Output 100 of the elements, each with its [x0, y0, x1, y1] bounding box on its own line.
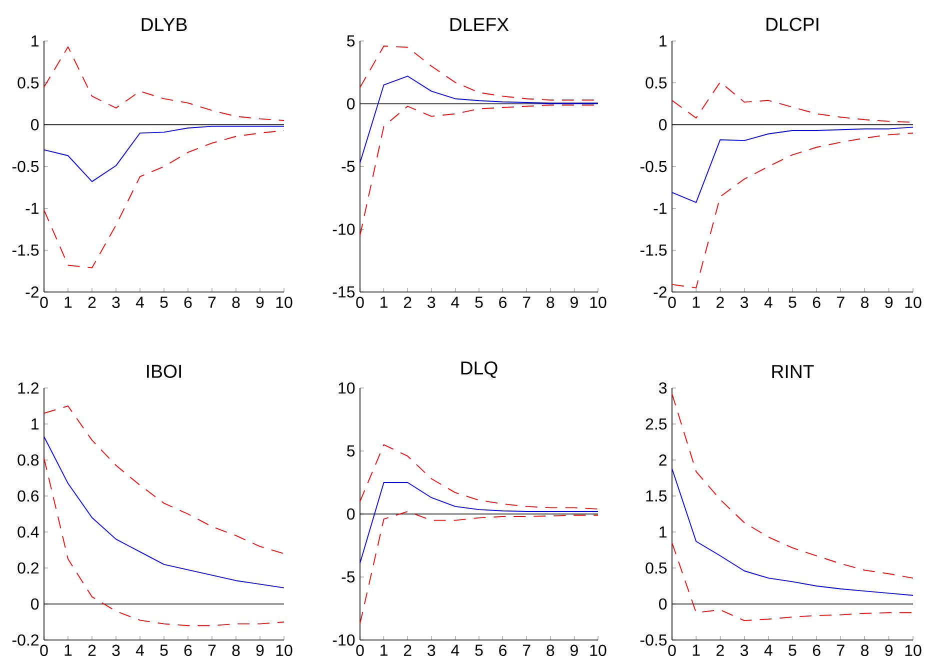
x-tick-label: 3 [740, 644, 748, 656]
x-tick-label: 1 [692, 644, 700, 656]
x-tick-label: 5 [475, 296, 483, 308]
x-tick-label: 8 [861, 296, 869, 308]
y-tick-label: 1.2 [18, 382, 38, 394]
y-tick-label: -0.5 [12, 160, 39, 172]
x-tick-label: 3 [112, 644, 120, 656]
x-tick-label: 6 [184, 296, 192, 308]
y-tick-label: 2.5 [646, 418, 667, 430]
x-tick-label: 1 [64, 644, 72, 656]
y-tick-label: 3 [659, 382, 667, 394]
x-tick-label: 8 [861, 644, 869, 656]
y-tick-label: 2 [659, 454, 666, 466]
y-tick-label: -0.5 [640, 634, 667, 646]
x-tick-label: 3 [740, 296, 748, 308]
chart-title: RINT [772, 365, 814, 378]
x-tick-label: 6 [499, 296, 507, 308]
x-tick-label: 10 [905, 644, 922, 656]
x-tick-label: 9 [570, 296, 578, 308]
y-tick-label: 0 [659, 598, 667, 610]
chart-title: IBOI [147, 364, 181, 378]
y-tick-label: -5 [342, 160, 355, 172]
x-tick-label: 4 [136, 644, 144, 656]
chart-title: DLYB [142, 18, 187, 31]
chart-title: DLQ [461, 361, 498, 378]
x-tick-label: 4 [451, 644, 460, 656]
y-tick-label: 5 [347, 35, 355, 47]
x-tick-label: 9 [570, 644, 578, 656]
y-tick-label: 0.5 [646, 562, 667, 574]
x-tick-label: 5 [788, 644, 796, 656]
line-series [44, 46, 284, 121]
x-tick-label: 4 [451, 296, 460, 308]
y-tick-label: -1.5 [12, 244, 39, 256]
y-tick-label: 1 [660, 526, 667, 538]
x-tick-label: 6 [184, 644, 192, 656]
x-tick-label: 2 [404, 296, 412, 308]
x-tick-label: 5 [160, 296, 168, 308]
x-tick-label: 6 [812, 644, 820, 656]
x-tick-label: 7 [837, 644, 844, 656]
y-tick-label: 0 [347, 508, 355, 520]
y-tick-label: -1 [26, 202, 39, 214]
x-tick-label: 6 [499, 644, 507, 656]
x-tick-label: 2 [88, 644, 96, 656]
y-tick-label: 1 [32, 418, 39, 430]
x-tick-label: 2 [88, 296, 96, 308]
x-tick-label: 9 [885, 644, 893, 656]
y-tick-label: -15 [332, 286, 355, 298]
chart-title: DLEFX [450, 18, 509, 31]
line-series [44, 130, 284, 268]
x-tick-label: 3 [428, 644, 436, 656]
y-tick-label: -0.5 [640, 160, 667, 172]
x-tick-label: 7 [522, 644, 530, 656]
y-tick-label: 10 [338, 382, 355, 394]
x-tick-label: 10 [590, 644, 606, 656]
chart-title: DLCPI [766, 18, 818, 31]
y-tick-label: 0 [31, 119, 39, 130]
y-tick-label: -5 [342, 571, 355, 583]
line-series [360, 444, 598, 510]
x-tick-label: 7 [522, 296, 530, 308]
x-tick-label: 5 [475, 644, 483, 656]
x-tick-label: 5 [788, 296, 796, 308]
y-tick-label: 1.5 [646, 490, 667, 502]
x-tick-label: 4 [764, 296, 772, 308]
y-tick-label: 0 [347, 98, 355, 110]
y-tick-label: 0 [659, 119, 667, 130]
x-tick-label: 8 [232, 296, 240, 308]
line-series [44, 406, 284, 554]
y-tick-label: 0.2 [18, 562, 38, 574]
y-tick-label: 5 [347, 445, 355, 457]
x-tick-label: 2 [716, 644, 724, 656]
y-tick-label: -2 [26, 286, 38, 298]
x-tick-label: 7 [837, 296, 844, 308]
x-tick-label: 2 [716, 296, 724, 308]
x-tick-label: 10 [276, 296, 292, 308]
x-tick-label: 2 [404, 644, 412, 656]
x-tick-label: 1 [380, 296, 388, 308]
x-tick-label: 8 [546, 644, 554, 656]
y-tick-label: -0.2 [12, 634, 38, 646]
x-tick-label: 3 [428, 296, 436, 308]
y-tick-label: 1 [32, 36, 39, 47]
y-tick-label: 0.5 [646, 77, 667, 88]
x-tick-label: 0 [356, 296, 364, 308]
y-tick-label: -1.5 [640, 244, 667, 256]
x-tick-label: 3 [112, 296, 120, 308]
line-series [360, 511, 598, 624]
y-tick-label: 0.6 [18, 490, 39, 502]
line-series [44, 458, 284, 626]
x-tick-label: 1 [692, 296, 700, 308]
x-tick-label: 0 [40, 296, 48, 308]
x-tick-label: 10 [590, 296, 606, 308]
y-tick-label: 0 [31, 598, 39, 610]
y-tick-label: -10 [332, 634, 355, 646]
x-tick-label: 7 [208, 644, 216, 656]
x-tick-label: 1 [380, 644, 388, 656]
x-tick-label: 0 [668, 296, 676, 308]
y-tick-label: 0.8 [18, 454, 39, 466]
x-tick-label: 9 [256, 644, 264, 656]
x-tick-label: 10 [905, 296, 922, 308]
x-tick-label: 10 [276, 644, 292, 656]
y-tick-label: -1 [654, 202, 667, 214]
